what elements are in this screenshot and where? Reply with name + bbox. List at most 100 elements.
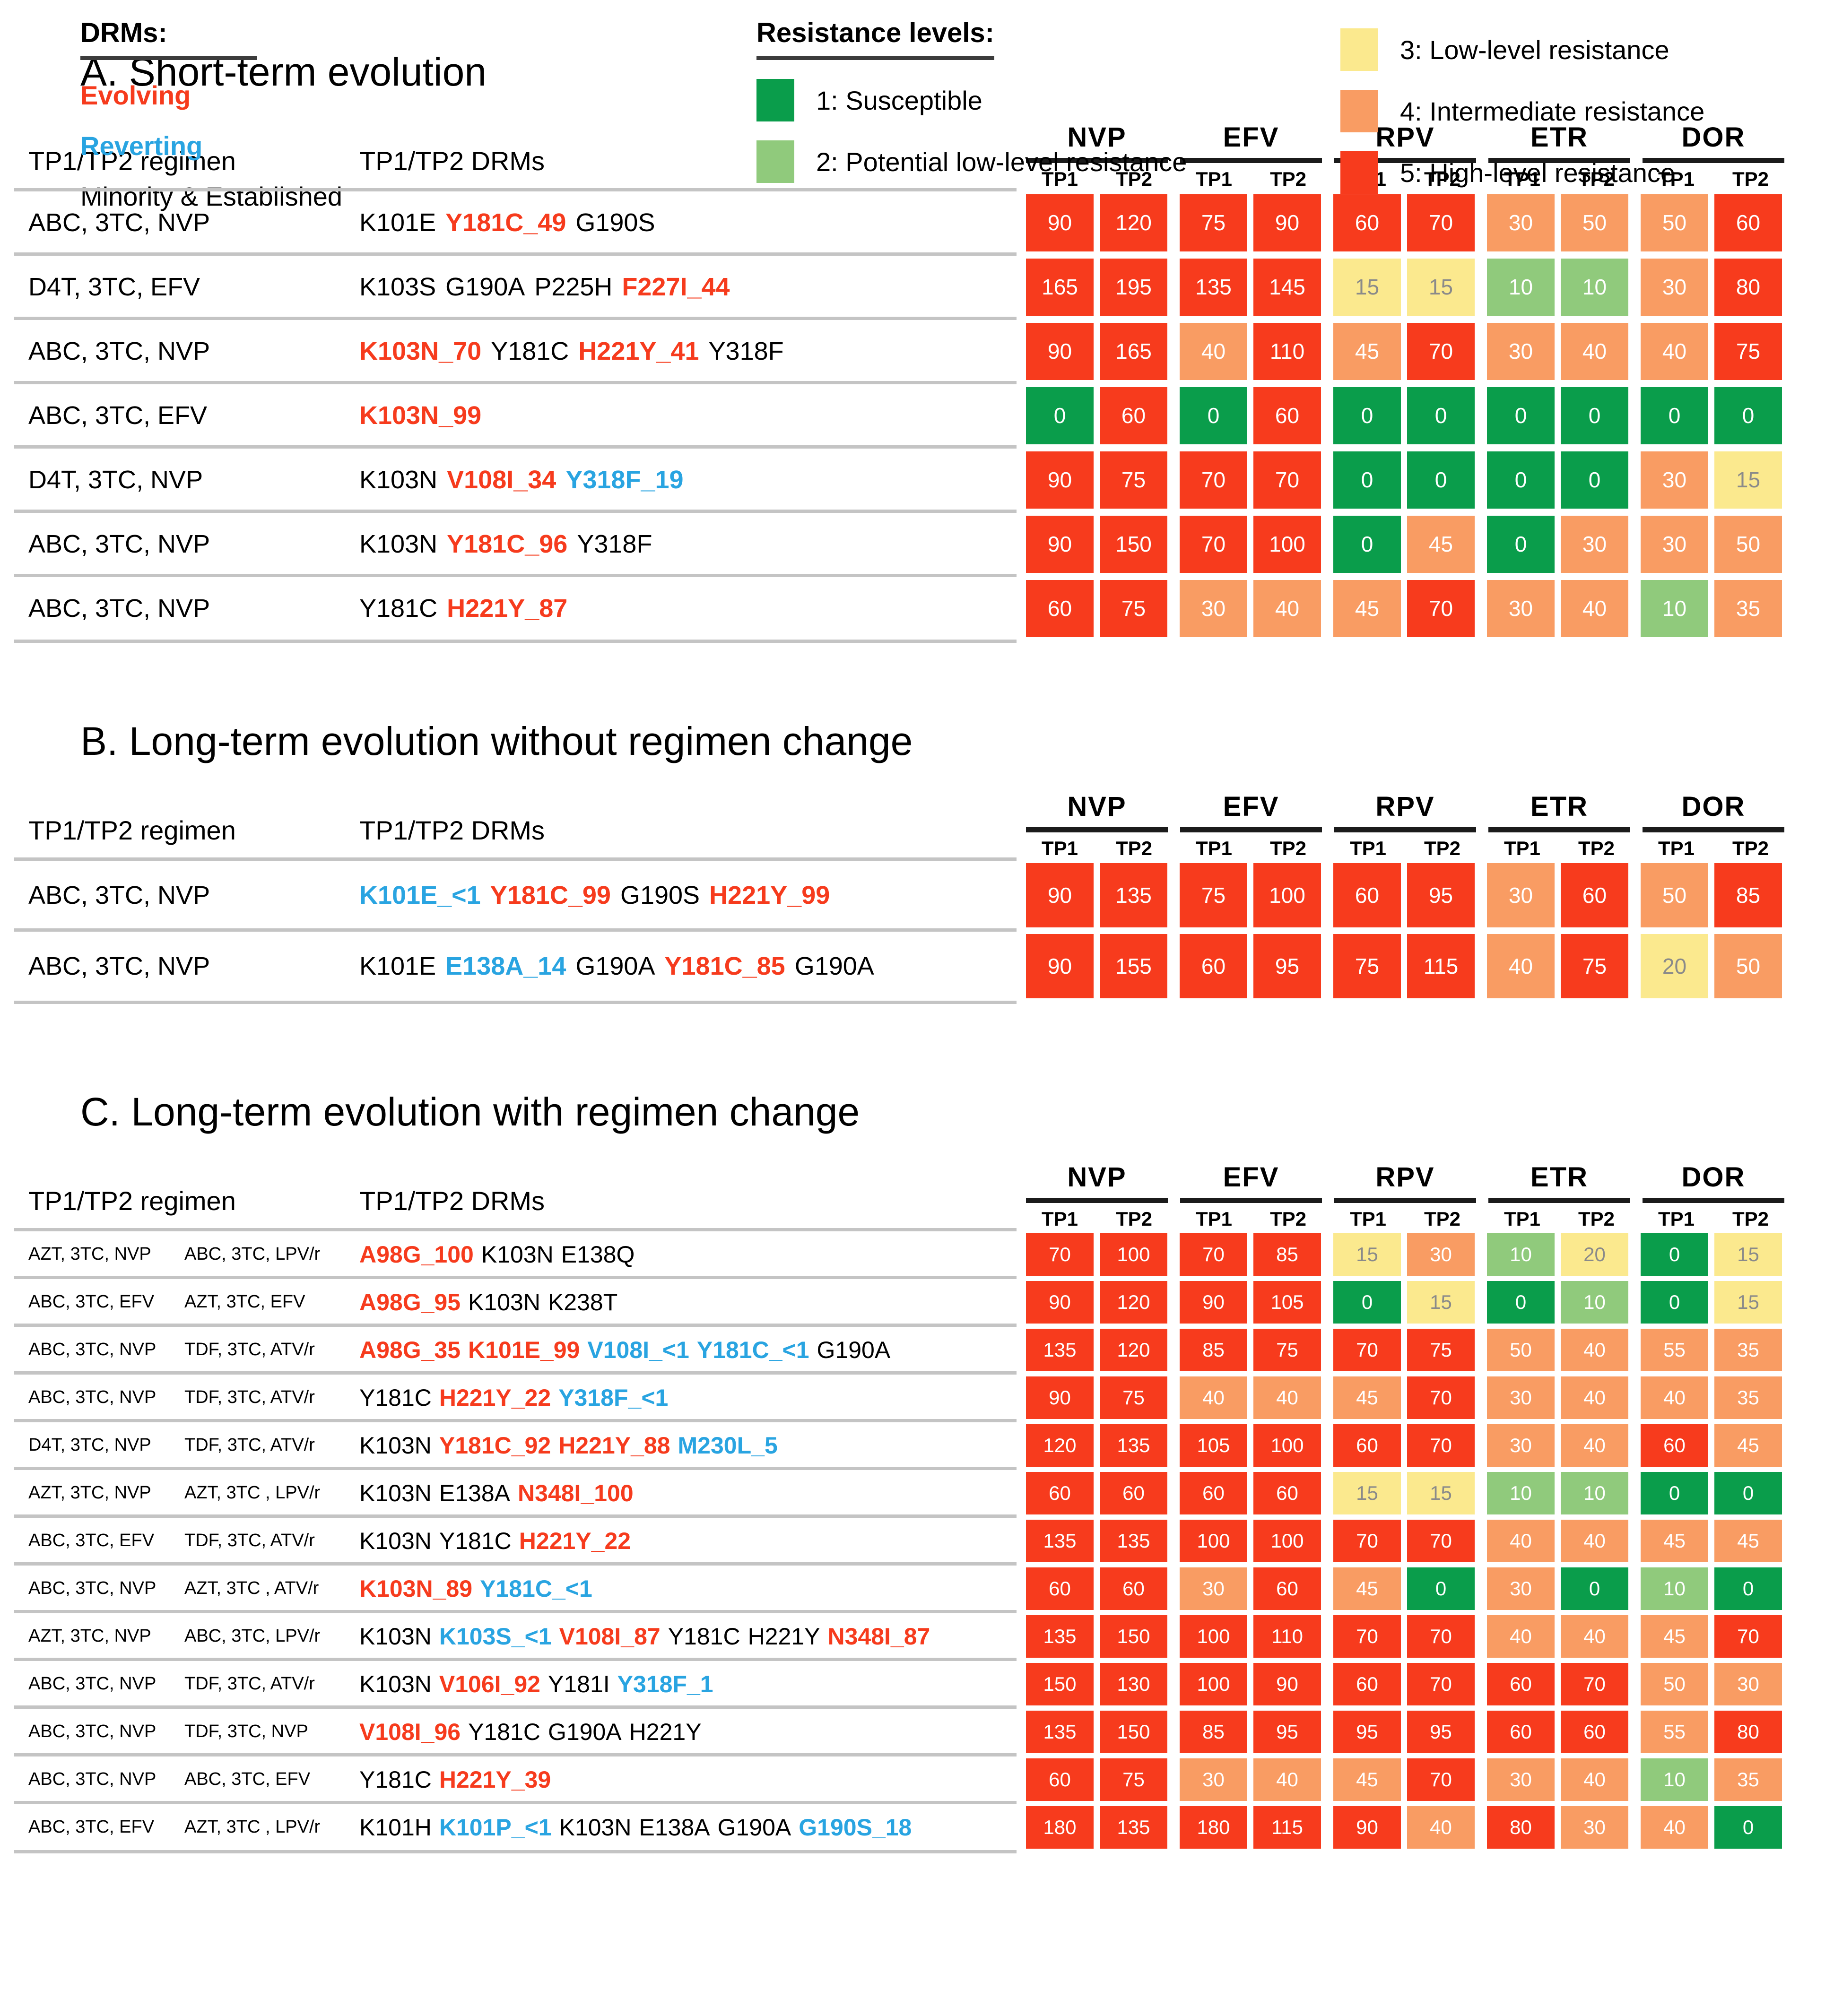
heat-cell-etr-tp2: 30	[1561, 515, 1628, 573]
tp2-regimen: TDF, 3TC, NVP	[184, 1722, 308, 1741]
heatmap-row: 90 165 40 110 45 70 30 40 40 75	[1026, 322, 1794, 380]
heat-cell-efv-tp2: 70	[1253, 451, 1321, 509]
table-row: ABC, 3TC, NVP AZT, 3TC , ATV/r K103N_89 Y18…	[14, 1562, 1834, 1612]
heat-group-rpv: 45 70	[1333, 1758, 1475, 1801]
drm-black: K103N	[559, 1814, 632, 1841]
heat-cell-efv-tp2: 110	[1253, 322, 1321, 380]
heat-cell-nvp-tp2: 135	[1100, 1424, 1167, 1467]
heat-cell-etr-tp2: 10	[1561, 258, 1628, 316]
tp2-regimen: TDF, 3TC, ATV/r	[184, 1531, 315, 1550]
drm-black: K101E	[359, 208, 436, 237]
heat-group-dor: 30 50	[1641, 515, 1782, 573]
heat-cell-etr-tp1: 0	[1487, 387, 1555, 444]
drug-header-underline	[1180, 1198, 1322, 1203]
table-row: ABC, 3TC, NVP TDF, 3TC, NVP V108I_96 Y181C G…	[14, 1705, 1834, 1756]
heat-cell-rpv-tp2: 15	[1407, 258, 1475, 316]
heat-cell-rpv-tp1: 15	[1333, 1471, 1401, 1514]
heat-group-etr: 10 20	[1487, 1233, 1628, 1276]
heat-group-efv: 100 90	[1180, 1662, 1321, 1705]
heat-cell-dor-tp1: 30	[1641, 515, 1708, 573]
heat-cell-nvp-tp1: 60	[1026, 1758, 1094, 1801]
heat-cell-nvp-tp2: 75	[1100, 1376, 1167, 1419]
heat-cell-efv-tp2: 100	[1253, 515, 1321, 573]
drug-group-header-dor: DOR TP1 TP2	[1643, 1161, 1784, 1230]
heat-cell-dor-tp1: 0	[1641, 1281, 1708, 1324]
heat-cell-efv-tp1: 60	[1180, 934, 1247, 998]
resistance-legend-item: 5: High-level resistance	[1340, 151, 1704, 194]
level-4-swatch	[1340, 90, 1378, 132]
heat-group-dor: 0 15	[1641, 1233, 1782, 1276]
table-row: ABC, 3TC, EFV K103N_99 0 60 0 60 0 0 0 0 0 0	[14, 381, 1834, 448]
heat-cell-etr-tp2: 20	[1561, 1233, 1628, 1276]
heat-group-dor: 40 75	[1641, 322, 1782, 380]
tp2-regimen: AZT, 3TC, EFV	[184, 1292, 305, 1312]
drms-cell: K103N V108I_34 Y318F_19	[359, 465, 1007, 494]
tp1-regimen: AZT, 3TC, NVP	[28, 1483, 151, 1503]
heat-cell-etr-tp2: 30	[1561, 1806, 1628, 1849]
drm-black: Y181C	[491, 337, 569, 365]
heatmap-row: 135 120 85 75 70 75 50 40 55 35	[1026, 1328, 1794, 1371]
regimen-cell: D4T, 3TC, EFV	[28, 273, 200, 301]
drm-red: V108I_96	[359, 1718, 461, 1745]
drm-black: G190S	[575, 208, 655, 237]
heat-group-rpv: 70 75	[1333, 1328, 1475, 1371]
heat-cell-rpv-tp2: 70	[1407, 322, 1475, 380]
heat-group-rpv: 15 15	[1333, 258, 1475, 316]
heat-group-dor: 40 0	[1641, 1806, 1782, 1849]
drug-header-underline	[1334, 827, 1476, 832]
heat-cell-efv-tp1: 135	[1180, 258, 1247, 316]
heat-group-efv: 75 100	[1180, 863, 1321, 927]
heat-cell-dor-tp1: 10	[1641, 1758, 1708, 1801]
heat-group-efv: 75 90	[1180, 194, 1321, 251]
heat-cell-etr-tp2: 40	[1561, 1424, 1628, 1467]
heat-group-nvp: 135 150	[1026, 1615, 1167, 1658]
heat-cell-etr-tp1: 30	[1487, 1567, 1555, 1610]
heat-cell-rpv-tp2: 70	[1407, 1424, 1475, 1467]
heat-cell-etr-tp2: 50	[1561, 194, 1628, 251]
regimen-cell: ABC, 3TC, EFV AZT, 3TC, EFV	[14, 1292, 359, 1312]
heat-cell-efv-tp2: 40	[1253, 1376, 1321, 1419]
drug-name: DOR	[1681, 1162, 1746, 1193]
heat-group-dor: 30 80	[1641, 258, 1782, 316]
drm-black: K103N	[359, 466, 438, 494]
table-row: ABC, 3TC, NVP K101E_<1 Y181C_99 G190S H221Y_…	[14, 857, 1834, 931]
heat-group-efv: 30 40	[1180, 1758, 1321, 1801]
heat-cell-etr-tp1: 60	[1487, 1710, 1555, 1753]
resistance-legend-items-3-5: 3: Low-level resistance 4: Intermediate r…	[1340, 28, 1704, 194]
timepoint-label: TP1	[1041, 1208, 1078, 1230]
drm-blue: M230L_5	[678, 1432, 778, 1459]
drm-red: N348I_100	[518, 1480, 634, 1506]
regimen-cell: AZT, 3TC, NVP AZT, 3TC , LPV/r	[14, 1483, 359, 1503]
heatmap-row: 90 75 70 70 0 0 0 0 30 15	[1026, 451, 1794, 509]
table-row: ABC, 3TC, EFV AZT, 3TC, EFV A98G_95 K103N K2…	[14, 1276, 1834, 1326]
drm-black: E138A	[639, 1814, 710, 1841]
heat-cell-dor-tp2: 15	[1714, 451, 1782, 509]
heat-cell-efv-tp1: 70	[1180, 515, 1247, 573]
drm-red: K103N_70	[359, 337, 482, 365]
heat-cell-rpv-tp1: 0	[1333, 515, 1401, 573]
table-row: ABC, 3TC, NVP TDF, 3TC, ATV/r A98G_35 K101E…	[14, 1324, 1834, 1374]
heatmap-row: 135 135 100 100 70 70 40 40 45 45	[1026, 1519, 1794, 1562]
drm-red: Y181C_92	[439, 1432, 551, 1459]
heat-cell-rpv-tp1: 15	[1333, 1233, 1401, 1276]
drm-black: Y181C	[359, 1384, 432, 1411]
heat-cell-nvp-tp1: 60	[1026, 580, 1094, 637]
tp2-regimen: ABC, 3TC, LPV/r	[184, 1244, 321, 1264]
timepoint-label: TP2	[1732, 168, 1769, 190]
heat-cell-dor-tp1: 45	[1641, 1615, 1708, 1658]
heat-cell-efv-tp1: 60	[1180, 1471, 1247, 1514]
heat-cell-rpv-tp2: 15	[1407, 1471, 1475, 1514]
heat-group-etr: 80 30	[1487, 1806, 1628, 1849]
heat-cell-efv-tp2: 90	[1253, 1662, 1321, 1705]
heat-group-rpv: 90 40	[1333, 1806, 1475, 1849]
drm-black: K103N	[359, 530, 438, 558]
drm-black: Y181C	[668, 1623, 740, 1650]
heat-cell-etr-tp1: 30	[1487, 863, 1555, 927]
drm-black: E138A	[439, 1480, 511, 1506]
heat-group-nvp: 60 75	[1026, 580, 1167, 637]
heat-cell-etr-tp2: 40	[1561, 1758, 1628, 1801]
heat-cell-efv-tp2: 100	[1253, 863, 1321, 927]
heat-cell-nvp-tp2: 100	[1100, 1233, 1167, 1276]
heat-cell-rpv-tp1: 45	[1333, 580, 1401, 637]
